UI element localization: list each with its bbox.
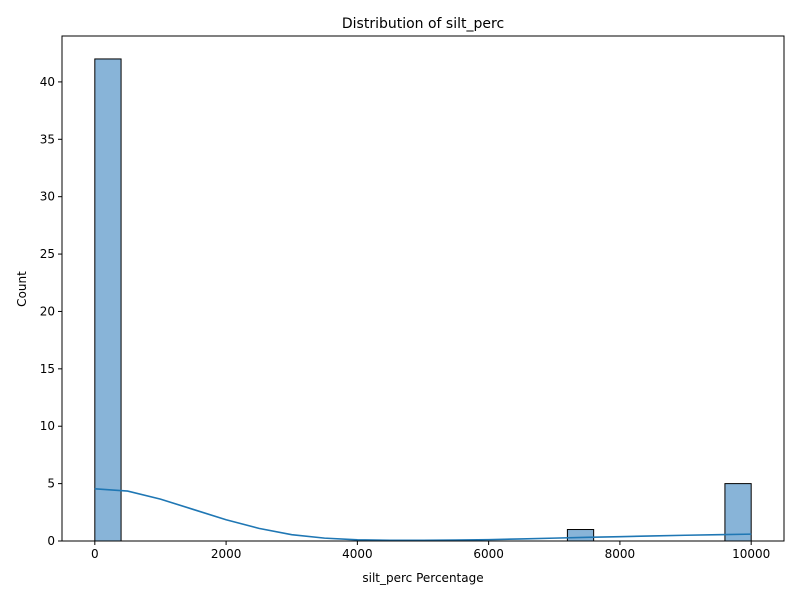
- plot-frame: [61, 35, 785, 542]
- y-axis-label: Count: [15, 271, 29, 307]
- histogram-bar: [566, 529, 595, 542]
- x-tick-label: 8000: [605, 547, 636, 561]
- x-tick-label: 0: [91, 547, 99, 561]
- axes-layer: 0 2000 4000 6000 8000 10000 0 5 10 15 20 25 30 35 40: [40, 35, 785, 561]
- x-tick-label: 4000: [342, 547, 373, 561]
- y-tick-label: 20: [40, 304, 55, 318]
- y-tick-label: 40: [40, 75, 55, 89]
- x-axis-label: silt_perc Percentage: [362, 571, 483, 585]
- x-tick-label: 10000: [732, 547, 770, 561]
- x-tick-label: 6000: [473, 547, 504, 561]
- kde-layer: [94, 487, 752, 542]
- y-tick-label: 10: [40, 419, 55, 433]
- bars-layer: [94, 58, 752, 542]
- y-tick-label: 35: [40, 132, 55, 146]
- y-tick-label: 25: [40, 247, 55, 261]
- kde-curve: [94, 487, 752, 542]
- y-tick-label: 0: [47, 534, 55, 548]
- histogram-bar: [724, 483, 752, 542]
- y-tick-label: 5: [47, 477, 55, 491]
- chart-title: Distribution of silt_perc: [342, 16, 504, 32]
- histogram-bar: [94, 58, 122, 542]
- x-tick-label: 2000: [211, 547, 242, 561]
- y-tick-label: 15: [40, 362, 55, 376]
- y-tick-label: 30: [40, 190, 55, 204]
